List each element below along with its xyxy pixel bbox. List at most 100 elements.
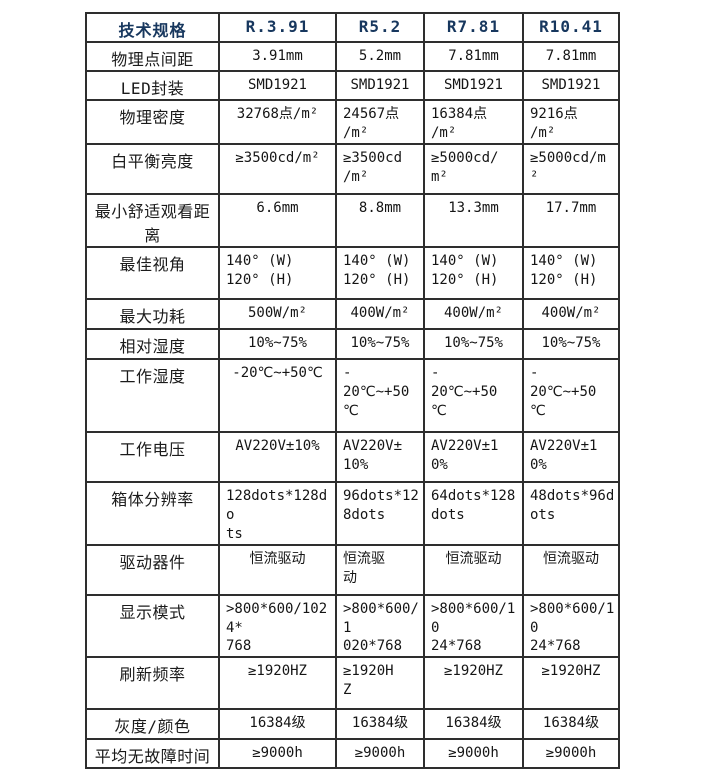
spec-cell: 128dots*128do ts	[218, 481, 337, 546]
row-label: 工作电压	[85, 431, 220, 483]
spec-cell: ≥1920HZ	[522, 656, 620, 711]
header-cell-r781: R7.81	[423, 12, 524, 43]
spec-cell: 7.81mm	[423, 41, 524, 72]
spec-cell: 16384级	[335, 708, 425, 741]
spec-cell: >800*600/10 24*768	[423, 593, 524, 659]
spec-cell: 140° (W) 120° (H)	[522, 246, 620, 300]
spec-cell: SMD1921	[335, 70, 425, 101]
header-cell-spec-title: 技术规格	[85, 12, 220, 43]
spec-cell: 48dots*96d ots	[522, 481, 620, 546]
spec-table: 技术规格 R.3.91 R5.2 R7.81 R10.41 物理点间距 3.91…	[85, 12, 620, 769]
spec-cell: 64dots*128 dots	[423, 481, 524, 546]
spec-cell: 10%~75%	[522, 328, 620, 360]
table-row-best-viewing-angle: 最佳视角 140° (W) 120° (H) 140° (W) 120° (H)…	[85, 246, 620, 300]
spec-cell: 16384点 /m²	[423, 99, 524, 145]
spec-cell: - 20℃~+50 ℃	[335, 358, 425, 433]
spec-cell: ≥1920HZ	[423, 656, 524, 711]
spec-cell: AV220V±1 0%	[423, 431, 524, 483]
table-row-pixel-pitch: 物理点间距 3.91mm 5.2mm 7.81mm 7.81mm	[85, 41, 620, 72]
spec-cell: - 20℃~+50 ℃	[522, 358, 620, 433]
spec-cell: ≥3500cd/m²	[218, 143, 337, 195]
spec-cell: 9216点 /m²	[522, 99, 620, 145]
row-label: 物理点间距	[85, 41, 220, 72]
spec-cell: - 20℃~+50 ℃	[423, 358, 524, 433]
row-label: 工作湿度	[85, 358, 220, 433]
row-label: 相对湿度	[85, 328, 220, 360]
spec-cell: 140° (W) 120° (H)	[423, 246, 524, 300]
row-label: 最小舒适观看距离	[85, 193, 220, 248]
table-row-cabinet-resolution: 箱体分辨率 128dots*128do ts 96dots*12 8dots 6…	[85, 481, 620, 546]
spec-cell: 10%~75%	[423, 328, 524, 360]
spec-cell: 恒流驱动	[522, 543, 620, 596]
row-label: 驱动器件	[85, 543, 220, 596]
table-row-led-package: LED封装 SMD1921 SMD1921 SMD1921 SMD1921	[85, 70, 620, 101]
row-label: 最佳视角	[85, 246, 220, 300]
row-label: 平均无故障时间	[85, 738, 220, 769]
table-row-mtbf: 平均无故障时间 ≥9000h ≥9000h ≥9000h ≥9000h	[85, 738, 620, 769]
spec-cell: 400W/m²	[522, 298, 620, 330]
table-row-grayscale-color: 灰度/颜色 16384级 16384级 16384级 16384级	[85, 708, 620, 741]
row-label: 灰度/颜色	[85, 708, 220, 741]
spec-cell: 500W/m²	[218, 298, 337, 330]
row-label: LED封装	[85, 70, 220, 101]
spec-cell: 10%~75%	[335, 328, 425, 360]
spec-cell: ≥3500cd /m²	[335, 143, 425, 195]
row-label: 最大功耗	[85, 298, 220, 330]
spec-cell: ≥1920H Z	[335, 656, 425, 711]
spec-cell: >800*600/10 24*768	[522, 593, 620, 659]
row-label: 物理密度	[85, 99, 220, 145]
spec-cell: 17.7mm	[522, 193, 620, 248]
spec-cell: AV220V±10%	[218, 431, 337, 483]
spec-cell: SMD1921	[423, 70, 524, 101]
spec-cell: 16384级	[218, 708, 337, 741]
spec-cell: >800*600/1024* 768	[218, 593, 337, 659]
spec-cell: 恒流驱动	[423, 543, 524, 596]
spec-cell: ≥9000h	[522, 738, 620, 769]
table-row-max-power: 最大功耗 500W/m² 400W/m² 400W/m² 400W/m²	[85, 298, 620, 330]
table-row-working-temperature: 工作湿度 -20℃~+50℃ - 20℃~+50 ℃ - 20℃~+50 ℃ -…	[85, 358, 620, 433]
row-label: 显示模式	[85, 593, 220, 659]
spec-cell: ≥5000cd/ m²	[423, 143, 524, 195]
spec-cell: 6.6mm	[218, 193, 337, 248]
spec-cell: 恒流驱动	[218, 543, 337, 596]
table-row-white-balance-brightness: 白平衡亮度 ≥3500cd/m² ≥3500cd /m² ≥5000cd/ m²…	[85, 143, 620, 195]
spec-cell: 恒流驱 动	[335, 543, 425, 596]
spec-cell: ≥1920HZ	[218, 656, 337, 711]
spec-cell: ≥9000h	[218, 738, 337, 769]
spec-cell: >800*600/1 020*768	[335, 593, 425, 659]
table-row-working-voltage: 工作电压 AV220V±10% AV220V± 10% AV220V±1 0% …	[85, 431, 620, 483]
spec-cell: 13.3mm	[423, 193, 524, 248]
header-row: 技术规格 R.3.91 R5.2 R7.81 R10.41	[85, 12, 620, 43]
spec-cell: AV220V± 10%	[335, 431, 425, 483]
header-cell-r391: R.3.91	[218, 12, 337, 43]
spec-cell: 16384级	[522, 708, 620, 741]
spec-cell: 16384级	[423, 708, 524, 741]
header-cell-r52: R5.2	[335, 12, 425, 43]
table-row-pixel-density: 物理密度 32768点/m² 24567点 /m² 16384点 /m² 921…	[85, 99, 620, 145]
spec-cell: 5.2mm	[335, 41, 425, 72]
spec-cell: ≥9000h	[335, 738, 425, 769]
table-row-driver-component: 驱动器件 恒流驱动 恒流驱 动 恒流驱动 恒流驱动	[85, 543, 620, 596]
row-label: 白平衡亮度	[85, 143, 220, 195]
spec-cell: 24567点 /m²	[335, 99, 425, 145]
row-label: 刷新频率	[85, 656, 220, 711]
spec-cell: 400W/m²	[423, 298, 524, 330]
spec-cell: 7.81mm	[522, 41, 620, 72]
spec-cell: SMD1921	[522, 70, 620, 101]
spec-cell: ≥9000h	[423, 738, 524, 769]
spec-cell: 140° (W) 120° (H)	[218, 246, 337, 300]
table-row-min-viewing-distance: 最小舒适观看距离 6.6mm 8.8mm 13.3mm 17.7mm	[85, 193, 620, 248]
spec-cell: 140° (W) 120° (H)	[335, 246, 425, 300]
spec-cell: -20℃~+50℃	[218, 358, 337, 433]
spec-cell: ≥5000cd/m ²	[522, 143, 620, 195]
spec-cell: AV220V±1 0%	[522, 431, 620, 483]
table-row-display-mode: 显示模式 >800*600/1024* 768 >800*600/1 020*7…	[85, 593, 620, 659]
spec-cell: 3.91mm	[218, 41, 337, 72]
row-label: 箱体分辨率	[85, 481, 220, 546]
spec-cell: 400W/m²	[335, 298, 425, 330]
spec-cell: 32768点/m²	[218, 99, 337, 145]
spec-cell: 10%~75%	[218, 328, 337, 360]
spec-cell: 8.8mm	[335, 193, 425, 248]
spec-cell: 96dots*12 8dots	[335, 481, 425, 546]
table-row-refresh-rate: 刷新频率 ≥1920HZ ≥1920H Z ≥1920HZ ≥1920HZ	[85, 656, 620, 711]
